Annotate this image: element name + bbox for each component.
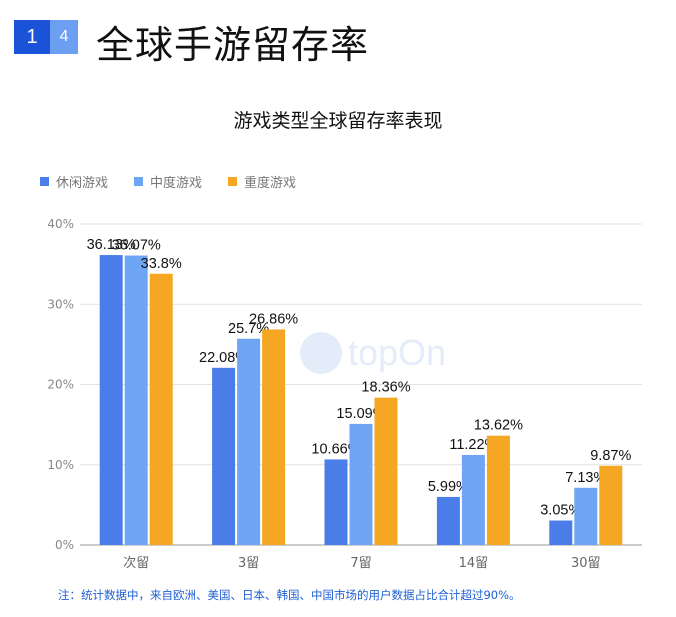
- legend-label-midcore: 中度游戏: [150, 176, 203, 191]
- x-tick-label: 14留: [459, 556, 489, 571]
- data-label: 36.07%: [112, 238, 161, 254]
- legend-label-casual: 休闲游戏: [56, 176, 109, 191]
- y-tick-label: 40%: [47, 217, 74, 231]
- topon-logo-icon: [300, 332, 342, 374]
- bar: [436, 496, 460, 545]
- legend-item-hardcore: 重度游戏: [228, 172, 296, 191]
- data-label: 9.87%: [590, 448, 631, 464]
- bar: [374, 397, 398, 545]
- topon-watermark: topOn: [300, 332, 446, 374]
- bar: [262, 329, 286, 545]
- bar: [99, 255, 123, 545]
- data-label: 33.8%: [141, 256, 182, 272]
- data-label: 26.86%: [249, 311, 298, 327]
- bar: [324, 459, 348, 545]
- bar: [349, 423, 373, 545]
- footnote: 注：统计数据中，来自欧洲、美国、日本、韩国、中国市场的用户数据占比合计超过90%…: [58, 588, 521, 602]
- data-label: 22.08%: [199, 350, 248, 366]
- data-label: 11.22%: [449, 437, 497, 453]
- bar: [124, 255, 148, 545]
- data-label: 3.05%: [540, 503, 581, 519]
- data-label: 10.66%: [311, 441, 360, 457]
- y-tick-label: 30%: [47, 297, 74, 311]
- chart-legend: 休闲游戏 中度游戏 重度游戏: [40, 172, 296, 191]
- data-label: 18.36%: [361, 380, 410, 396]
- data-label: 25.7%: [228, 321, 269, 337]
- x-tick-label: 7留: [350, 556, 371, 571]
- bar: [486, 435, 510, 545]
- x-tick-label: 30留: [571, 556, 601, 571]
- legend-swatch-casual: [40, 177, 49, 186]
- data-label: 5.99%: [428, 479, 469, 495]
- page-title: 全球手游留存率: [96, 23, 370, 67]
- bar: [149, 273, 173, 545]
- bar: [212, 367, 236, 545]
- legend-swatch-midcore: [134, 177, 144, 186]
- legend-label-hardcore: 重度游戏: [244, 176, 297, 191]
- legend-swatch-hardcore: [228, 177, 238, 186]
- data-label: 36.13%: [87, 237, 136, 253]
- legend-item-casual: 休闲游戏: [40, 172, 108, 191]
- data-label: 7.13%: [565, 470, 606, 486]
- x-tick-label: 次留: [123, 555, 149, 571]
- x-tick-label: 3留: [238, 556, 259, 571]
- subsection-number-badge: 4: [50, 20, 78, 54]
- chart-title: 游戏类型全球留存率表现: [233, 110, 443, 132]
- y-tick-label: 20%: [47, 378, 74, 392]
- bar: [461, 454, 485, 545]
- y-tick-label: 10%: [47, 458, 74, 472]
- bar: [237, 338, 261, 545]
- legend-item-midcore: 中度游戏: [134, 172, 202, 191]
- bar: [574, 487, 598, 545]
- section-number-badge: 1: [14, 20, 50, 54]
- bar: [599, 465, 623, 545]
- bar: [549, 520, 573, 545]
- watermark-text: topOn: [348, 332, 447, 373]
- data-label: 13.62%: [474, 418, 523, 434]
- data-label: 15.09%: [336, 406, 385, 422]
- y-tick-label: 0%: [55, 538, 74, 552]
